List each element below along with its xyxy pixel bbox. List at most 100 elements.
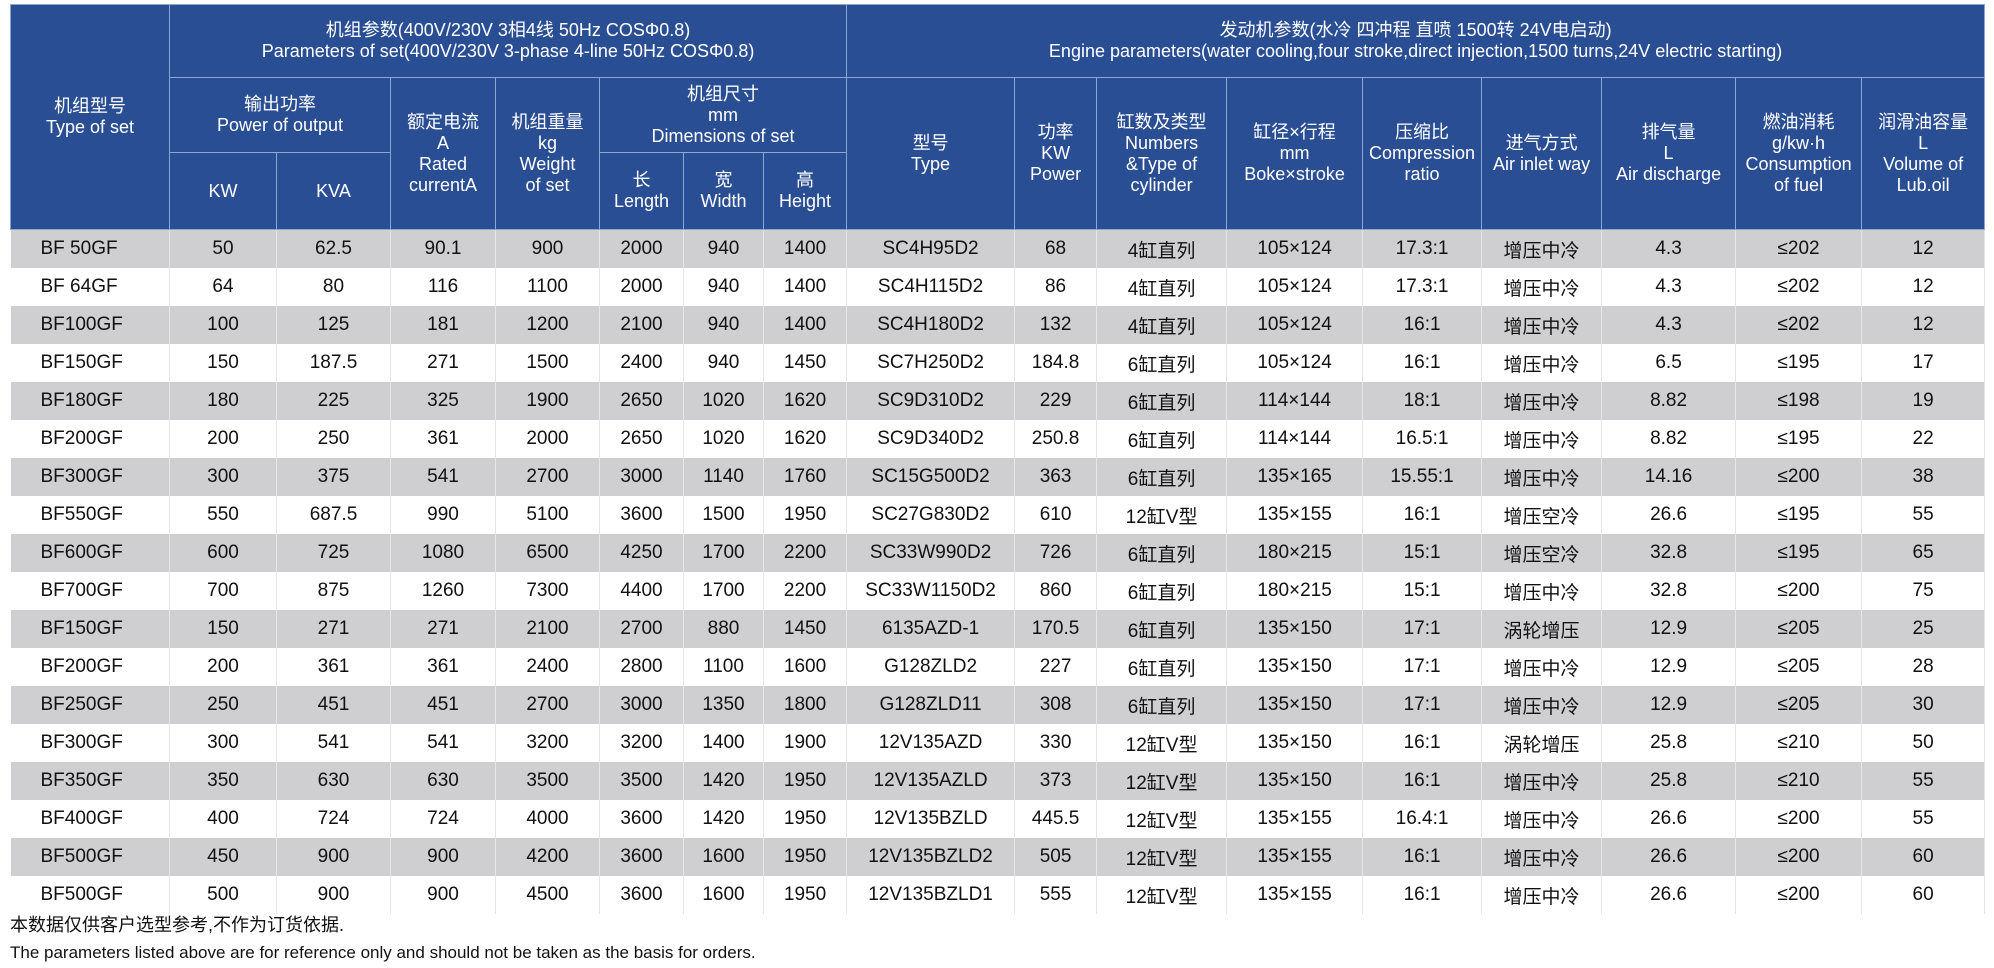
data-cell: 940 bbox=[683, 344, 764, 382]
header-text: 输出功率 bbox=[244, 94, 316, 114]
data-cell: 增压中冷 bbox=[1481, 838, 1603, 876]
data-row: BF300GF 300 541 541 3200 3200 1400 1900 12V135AZ… bbox=[10, 724, 1986, 762]
data-cell: ≤202 bbox=[1735, 306, 1863, 344]
header-cell: 功率 KW Power bbox=[1014, 77, 1098, 230]
data-cell: 16:1 bbox=[1362, 344, 1483, 382]
data-cell: 55 bbox=[1861, 496, 1986, 534]
data-cell: 80 bbox=[276, 268, 391, 306]
data-cell: 330 bbox=[1014, 724, 1098, 762]
header-text: Width bbox=[700, 191, 747, 211]
data-cell: 135×150 bbox=[1226, 762, 1364, 800]
data-cell: 225 bbox=[276, 382, 391, 420]
data-cell: 135×155 bbox=[1226, 800, 1364, 838]
data-cell: 2400 bbox=[599, 344, 684, 382]
data-cell: 增压中冷 bbox=[1481, 572, 1603, 610]
data-cell: 增压空冷 bbox=[1481, 534, 1603, 572]
data-cell: 增压中冷 bbox=[1481, 229, 1603, 268]
data-cell: SC9D310D2 bbox=[846, 382, 1016, 420]
data-cell: 200 bbox=[169, 420, 277, 458]
data-cell: 增压中冷 bbox=[1481, 268, 1603, 306]
data-cell: 4250 bbox=[599, 534, 684, 572]
data-cell: 900 bbox=[390, 876, 496, 914]
data-cell: 2100 bbox=[495, 610, 600, 648]
header-cell: 输出功率 Power of output bbox=[169, 77, 391, 153]
data-cell: 3600 bbox=[599, 876, 684, 914]
data-cell: 5100 bbox=[495, 496, 600, 534]
data-row: BF700GF 700 875 1260 7300 4400 1700 2200 SC33W11… bbox=[10, 572, 1986, 610]
data-cell: ≤202 bbox=[1735, 268, 1863, 306]
header-text: KW bbox=[1041, 143, 1071, 163]
data-cell: 2650 bbox=[599, 382, 684, 420]
data-cell: 17.3:1 bbox=[1362, 268, 1483, 306]
data-cell: 17.3:1 bbox=[1362, 229, 1483, 268]
data-cell: 135×150 bbox=[1226, 648, 1364, 686]
data-cell: 增压中冷 bbox=[1481, 458, 1603, 496]
data-cell: 900 bbox=[276, 838, 391, 876]
data-cell: 550 bbox=[169, 496, 277, 534]
data-cell: 1700 bbox=[683, 572, 764, 610]
model-cell: BF600GF bbox=[10, 534, 170, 572]
data-cell: 增压空冷 bbox=[1481, 496, 1603, 534]
data-cell: 630 bbox=[276, 762, 391, 800]
header-row: KW KVA 长 Length 宽 Width 高 Height bbox=[11, 152, 1985, 230]
data-cell: 16:1 bbox=[1362, 306, 1483, 344]
header-cell: 高 Height bbox=[762, 152, 848, 230]
data-cell: 187.5 bbox=[276, 344, 391, 382]
model-cell: BF500GF bbox=[10, 876, 170, 914]
data-cell: 12 bbox=[1861, 306, 1986, 344]
data-cell: 4缸直列 bbox=[1096, 268, 1228, 306]
data-cell: 373 bbox=[1014, 762, 1098, 800]
data-cell: 135×165 bbox=[1226, 458, 1364, 496]
header-text: of set bbox=[525, 174, 570, 195]
data-cell: 1600 bbox=[683, 876, 764, 914]
data-cell: 增压中冷 bbox=[1481, 648, 1603, 686]
data-cell: ≤198 bbox=[1735, 382, 1863, 420]
header-row: 机组型号 Type of set 机组参数(400V/230V 3相4线 50Hz … bbox=[10, 4, 1986, 230]
data-cell: 375 bbox=[276, 458, 391, 496]
data-cell: 450 bbox=[169, 838, 277, 876]
data-cell: 1400 bbox=[683, 724, 764, 762]
data-cell: 135×155 bbox=[1226, 838, 1364, 876]
header-text: A bbox=[436, 132, 449, 153]
data-cell: 12.9 bbox=[1601, 610, 1737, 648]
data-cell: SC15G500D2 bbox=[846, 458, 1016, 496]
header-text: 宽 bbox=[714, 170, 733, 190]
data-cell: 135×155 bbox=[1226, 496, 1364, 534]
data-cell: 541 bbox=[390, 724, 496, 762]
data-cell: 4.3 bbox=[1601, 229, 1737, 268]
table-header: 机组型号 Type of set 机组参数(400V/230V 3相4线 50Hz … bbox=[10, 4, 1986, 230]
header-text: Air discharge bbox=[1616, 164, 1722, 184]
header-cell: 宽 Width bbox=[683, 152, 764, 230]
data-cell: 4.3 bbox=[1601, 268, 1737, 306]
data-cell: 361 bbox=[276, 648, 391, 686]
data-cell: 4200 bbox=[495, 838, 600, 876]
data-cell: ≤200 bbox=[1735, 458, 1863, 496]
data-cell: 12.9 bbox=[1601, 686, 1737, 724]
data-cell: 19 bbox=[1861, 382, 1986, 420]
header-text: 润滑油容量 bbox=[1878, 111, 1969, 132]
data-cell: 12.9 bbox=[1601, 648, 1737, 686]
data-cell: 32.8 bbox=[1601, 572, 1737, 610]
data-cell: 4000 bbox=[495, 800, 600, 838]
data-cell: 600 bbox=[169, 534, 277, 572]
header-text: 额定电流 bbox=[407, 111, 479, 132]
header-text: L bbox=[1663, 143, 1674, 163]
header-text: Length bbox=[613, 191, 670, 211]
data-cell: 300 bbox=[169, 724, 277, 762]
data-cell: 1950 bbox=[763, 496, 848, 534]
data-cell: 6缸直列 bbox=[1096, 648, 1228, 686]
header-text: 缸数及类型 bbox=[1116, 111, 1207, 132]
data-cell: 1900 bbox=[495, 382, 600, 420]
data-cell: 1100 bbox=[495, 268, 600, 306]
header-cell: KW bbox=[169, 152, 277, 230]
data-cell: 3600 bbox=[599, 800, 684, 838]
model-cell: BF500GF bbox=[10, 838, 170, 876]
data-cell: 400 bbox=[169, 800, 277, 838]
data-cell: SC33W1150D2 bbox=[846, 572, 1016, 610]
data-cell: 2650 bbox=[599, 420, 684, 458]
data-cell: 25.8 bbox=[1601, 724, 1737, 762]
header-cell: 进气方式 Air inlet way bbox=[1481, 77, 1603, 230]
data-cell: 990 bbox=[390, 496, 496, 534]
header-text: kg bbox=[537, 132, 557, 153]
model-cell: BF150GF bbox=[10, 344, 170, 382]
